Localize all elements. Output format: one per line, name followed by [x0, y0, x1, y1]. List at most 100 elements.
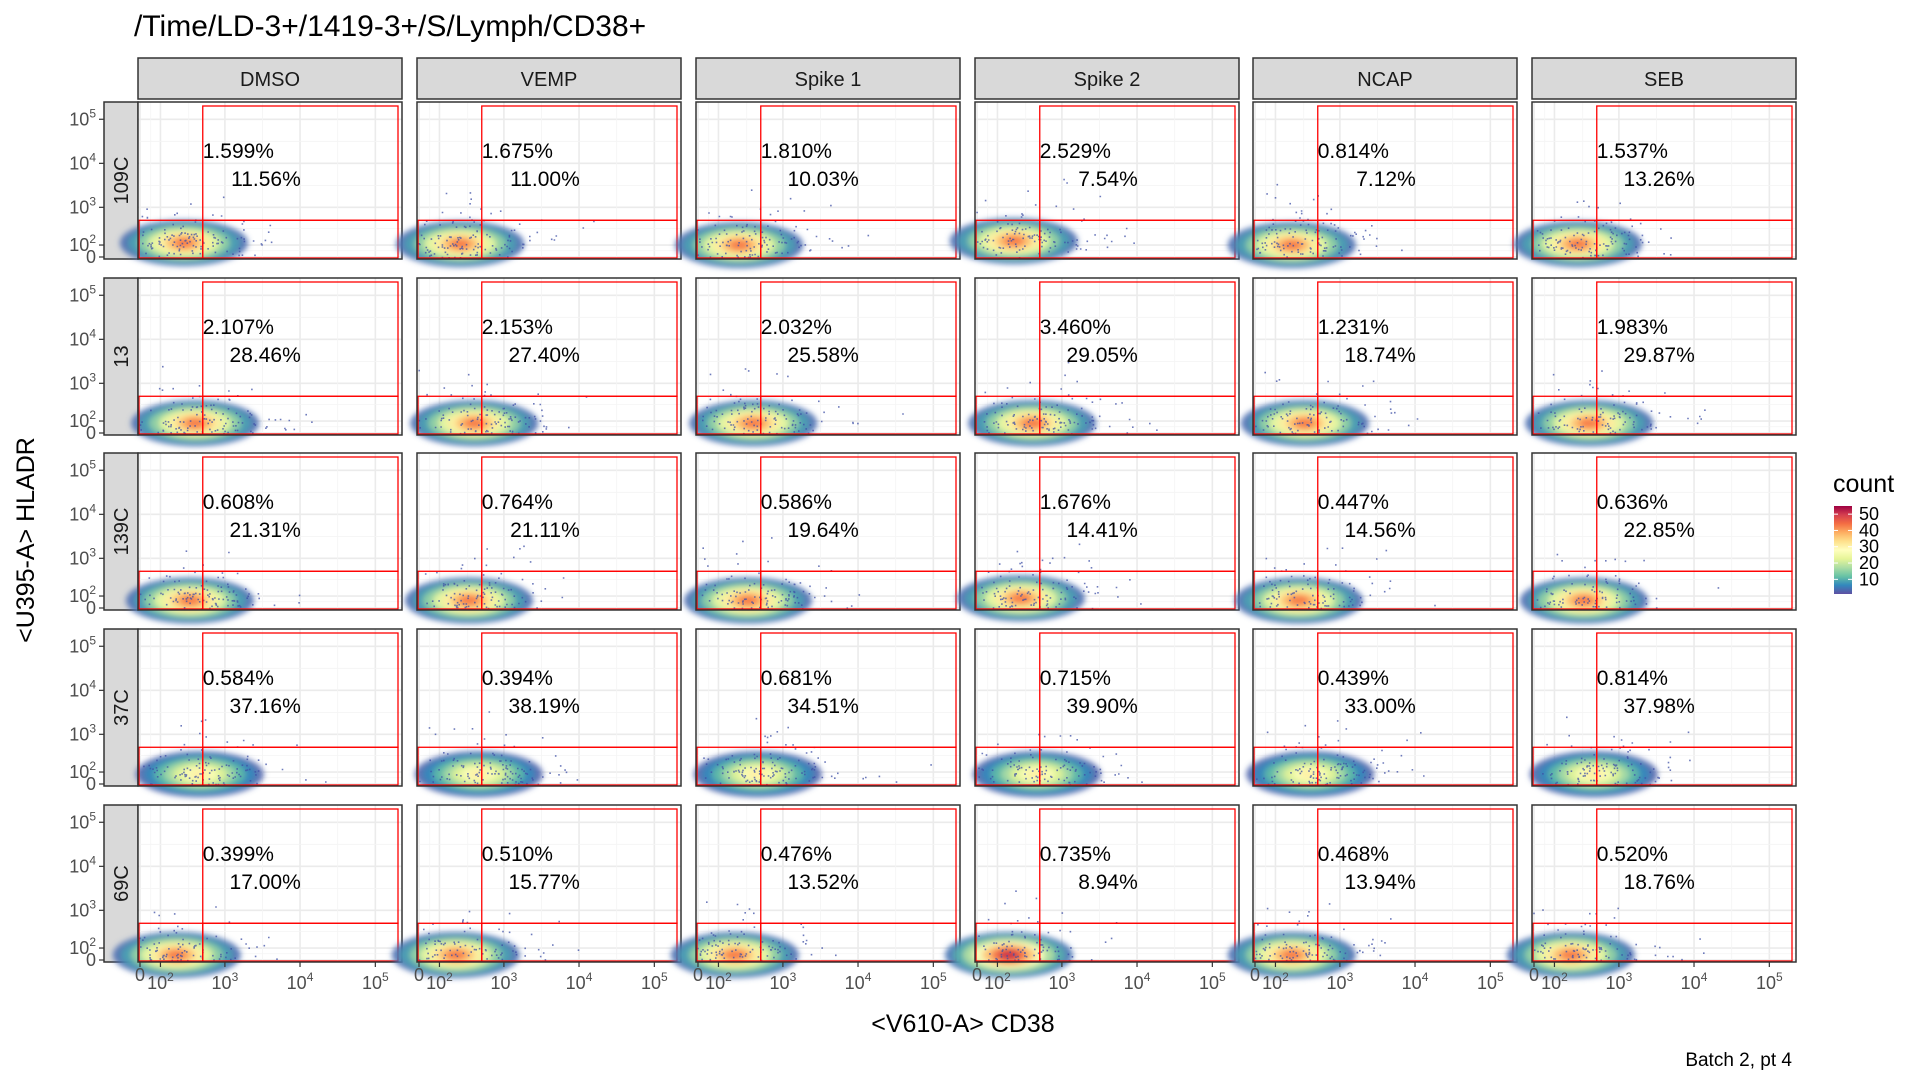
tick-base: 10 — [69, 812, 89, 832]
tick-exponent: 4 — [865, 970, 872, 984]
panel-139c-dmso: 0.608%21.31% — [126, 453, 402, 624]
tick-exponent: 5 — [89, 633, 96, 647]
tick-exponent: 4 — [1701, 970, 1708, 984]
gate-percent-upper: 2.107% — [203, 316, 274, 339]
density-cloud — [694, 751, 822, 797]
density-contour — [748, 769, 768, 779]
x-axis-title: <V610-A> CD38 — [871, 1010, 1054, 1038]
tick-base: 10 — [69, 373, 89, 393]
x-tick-label: 102 — [1541, 970, 1568, 993]
tick-base: 10 — [641, 973, 661, 993]
row-strip-13: 13 — [104, 278, 138, 435]
row-strip-label: 13 — [111, 345, 133, 367]
x-tick-label: 105 — [1756, 970, 1783, 993]
tick-base: 10 — [69, 900, 89, 920]
tick-base: 10 — [362, 973, 382, 993]
row-strip-37c: 37C — [104, 629, 138, 786]
y-tick-label: 0 — [86, 598, 96, 618]
tick-exponent: 3 — [1626, 970, 1633, 984]
tick-exponent: 3 — [1069, 970, 1076, 984]
density-cloud — [684, 578, 812, 624]
panel-37c-spike-2: 0.715% 39.90% — [973, 629, 1239, 797]
panel-109c-seb: 1.537%13.26% — [1514, 102, 1796, 267]
x-tick-label: 102 — [984, 970, 1011, 993]
tick-base: 10 — [845, 973, 865, 993]
panel-69c-spike-2: 0.735%8.94% — [945, 805, 1239, 978]
tick-base: 0 — [86, 598, 96, 618]
density-cloud — [1228, 222, 1356, 268]
gate-percent-lower: 22.85% — [1624, 519, 1695, 542]
tick-exponent: 3 — [89, 194, 96, 208]
x-tick-label: 104 — [1681, 970, 1708, 993]
y-tick-label: 0 — [86, 423, 96, 443]
tick-base: 0 — [1529, 965, 1539, 985]
tick-base: 10 — [1541, 973, 1561, 993]
tick-base: 0 — [972, 965, 982, 985]
strip-spike-2: Spike 2 — [975, 58, 1239, 99]
gate-percent-upper: 2.153% — [482, 316, 553, 339]
panel-13-spike-2: 3.460%29.05% — [968, 278, 1239, 446]
gate-percent-upper: 2.529% — [1040, 140, 1111, 163]
tick-exponent: 3 — [89, 545, 96, 559]
tick-base: 0 — [693, 965, 703, 985]
y-tick-label: 103 — [69, 545, 96, 568]
gate-percent-lower: 21.31% — [230, 519, 301, 542]
panel-139c-ncap: 0.447%14.56% — [1235, 453, 1517, 624]
tick-base: 10 — [705, 973, 725, 993]
density-cloud — [1246, 751, 1374, 797]
chart-title: /Time/LD-3+/1419-3+/S/Lymph/CD38+ — [134, 10, 646, 43]
y-tick-label: 0 — [86, 247, 96, 267]
panel-13-vemp: 2.153% 27.40% — [410, 278, 681, 446]
tick-exponent: 3 — [89, 721, 96, 735]
tick-exponent: 2 — [89, 583, 96, 597]
tick-base: 10 — [920, 973, 940, 993]
gate-percent-lower: 13.52% — [788, 871, 859, 894]
tick-exponent: 5 — [89, 106, 96, 120]
panel-13-seb: 1.983%29.87% — [1525, 278, 1796, 446]
tick-base: 10 — [1124, 973, 1144, 993]
gate-percent-upper: 0.764% — [482, 491, 553, 514]
x-tick-label: 0 — [1250, 965, 1260, 985]
gate-percent-upper: 0.468% — [1318, 843, 1389, 866]
strip-label: DMSO — [240, 69, 300, 91]
tick-base: 10 — [69, 460, 89, 480]
tick-base: 10 — [69, 109, 89, 129]
panel-109c-spike-1: 1.810%10.03% — [675, 102, 960, 268]
strip-label: NCAP — [1357, 69, 1413, 91]
tick-exponent: 3 — [89, 370, 96, 384]
density-contour — [459, 596, 479, 606]
gate-percent-lower: 8.94% — [1078, 871, 1138, 894]
gate-percent-upper: 0.476% — [761, 843, 832, 866]
gate-percent-upper: 0.814% — [1318, 140, 1389, 163]
tick-base: 10 — [491, 973, 511, 993]
density-contour — [1027, 769, 1047, 779]
gate-percent-lower: 7.54% — [1078, 168, 1138, 191]
x-tick-label: 104 — [1402, 970, 1429, 993]
tick-base: 10 — [69, 636, 89, 656]
gate-percent-lower: 39.90% — [1067, 695, 1138, 718]
tick-base: 0 — [86, 247, 96, 267]
tick-exponent: 5 — [1219, 970, 1226, 984]
x-tick-label: 105 — [1199, 970, 1226, 993]
x-tick-label: 104 — [566, 970, 593, 993]
tick-base: 0 — [86, 774, 96, 794]
y-tick-label: 105 — [69, 457, 96, 480]
x-tick-label: 104 — [845, 970, 872, 993]
y-axis-139c: 1051041031020 — [69, 457, 104, 618]
tick-exponent: 2 — [1004, 970, 1011, 984]
panel-69c-seb: 0.520%18.76% — [1507, 805, 1796, 978]
y-tick-label: 104 — [69, 150, 96, 173]
tick-base: 10 — [69, 329, 89, 349]
tick-base: 10 — [1477, 973, 1497, 993]
panel-109c-ncap: 0.814%7.12% — [1228, 102, 1517, 268]
tick-exponent: 3 — [1347, 970, 1354, 984]
tick-base: 0 — [135, 965, 145, 985]
tick-base: 10 — [1681, 973, 1701, 993]
density-cloud — [415, 751, 543, 797]
panel-69c-ncap: 0.468% 13.94% — [1228, 805, 1517, 978]
panel-13-spike-1: 2.032%25.58% — [689, 278, 960, 446]
gate-percent-lower: 27.40% — [509, 344, 580, 367]
tick-base: 10 — [1262, 973, 1282, 993]
gate-percent-lower: 21.11% — [510, 519, 580, 542]
